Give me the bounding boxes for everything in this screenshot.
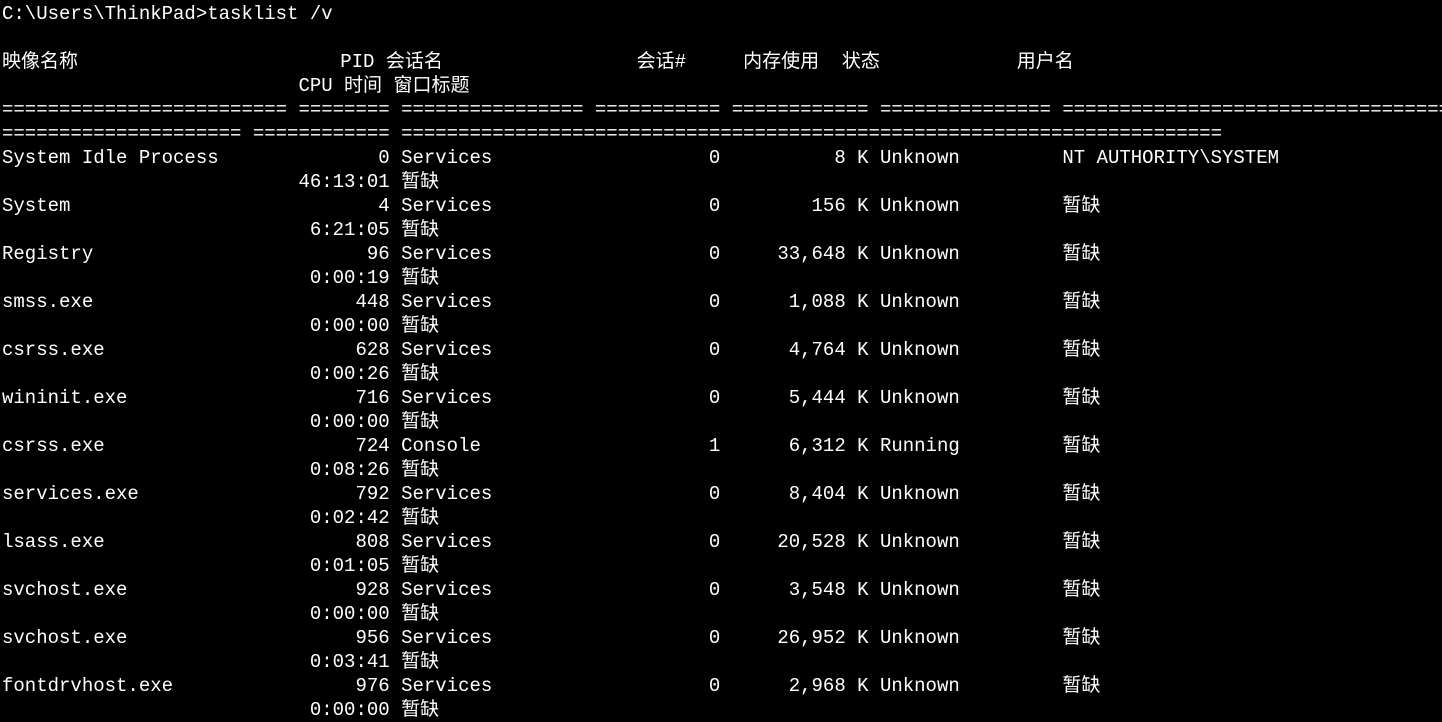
command: tasklist /v xyxy=(207,3,332,25)
prompt: C:\Users\ThinkPad> xyxy=(2,3,207,25)
tasklist-table: 映像名称 PID 会话名 会话# 内存使用 状态 用户名 CPU 时间 窗口标题… xyxy=(2,51,1442,721)
terminal-output[interactable]: C:\Users\ThinkPad>tasklist /v 映像名称 PID 会… xyxy=(0,0,1442,722)
